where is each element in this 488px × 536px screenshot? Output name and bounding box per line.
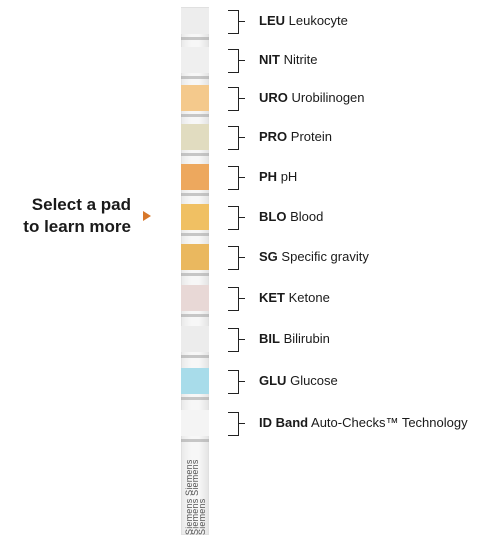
pad-uro[interactable] [181,85,209,111]
select-pad-prompt: Select a pad to learn more [0,194,131,238]
pad-sg[interactable] [181,244,209,270]
pad-name: Ketone [288,290,330,305]
pad-nit[interactable] [181,47,209,73]
pad-ph[interactable] [181,164,209,190]
pad-divider [181,314,209,317]
pad-name: Blood [290,209,324,224]
pad-divider [181,355,209,358]
pad-abbreviation: KET [259,290,285,305]
pad-label-sg[interactable]: SG Specific gravity [259,247,369,267]
pad-pro[interactable] [181,124,209,150]
pad-label-glu[interactable]: GLU Glucose [259,371,338,391]
pad-divider [181,193,209,196]
pad-ket[interactable] [181,285,209,311]
pad-label-ph[interactable]: PH pH [259,167,297,187]
brand-text-col-3: Siemens [197,498,207,535]
pad-label-id-band[interactable]: ID Band Auto-Checks™ Technology [259,413,468,433]
pad-name: Protein [290,129,332,144]
prompt-line-2: to learn more [23,217,131,236]
bracket-icon [228,206,245,230]
pad-abbreviation: LEU [259,13,285,28]
bracket-icon [228,126,245,150]
pad-divider [181,233,209,236]
bracket-icon [228,287,245,311]
bracket-icon [228,166,245,190]
test-strip: Siemens Siemens Siemens Siemens Siemens [181,7,209,535]
pad-divider [181,76,209,79]
pad-label-bil[interactable]: BIL Bilirubin [259,329,330,349]
bracket-icon [228,328,245,352]
bracket-icon [228,246,245,270]
pad-label-pro[interactable]: PRO Protein [259,127,332,147]
pad-label-ket[interactable]: KET Ketone [259,288,330,308]
pad-abbreviation: PH [259,169,278,184]
bracket-icon [228,49,245,73]
strip-brand-imprint: Siemens Siemens Siemens Siemens Siemens [181,443,209,535]
pad-divider [181,37,209,40]
pad-abbreviation: BIL [259,331,280,346]
pad-abbreviation: GLU [259,373,287,388]
pad-divider [181,114,209,117]
pad-bil[interactable] [181,326,209,352]
pad-abbreviation: PRO [259,129,288,144]
pad-divider [181,273,209,276]
prompt-line-1: Select a pad [31,195,131,214]
pad-name: Nitrite [283,52,318,67]
pad-abbreviation: ID Band [259,415,309,430]
pad-divider [181,153,209,156]
bracket-icon [228,370,245,394]
arrow-right-icon [143,211,151,221]
pad-abbreviation: NIT [259,52,280,67]
pad-glu[interactable] [181,368,209,394]
pad-blo[interactable] [181,204,209,230]
pad-name: pH [280,169,298,184]
pad-label-blo[interactable]: BLO Blood [259,207,323,227]
pad-name: Urobilinogen [291,90,365,105]
pad-divider [181,439,209,442]
pad-leu[interactable] [181,8,209,34]
pad-abbreviation: SG [259,249,278,264]
pad-name: Bilirubin [283,331,330,346]
pad-abbreviation: URO [259,90,288,105]
pad-name: Leukocyte [288,13,348,28]
pad-id-band[interactable] [181,410,209,436]
bracket-icon [228,412,245,436]
pad-divider [181,397,209,400]
pad-label-leu[interactable]: LEU Leukocyte [259,11,348,31]
pad-name: Specific gravity [281,249,369,264]
pad-name: Auto-Checks™ Technology [311,415,468,430]
bracket-icon [228,87,245,111]
pad-name: Glucose [290,373,338,388]
pad-label-nit[interactable]: NIT Nitrite [259,50,318,70]
bracket-icon [228,10,245,34]
pad-label-uro[interactable]: URO Urobilinogen [259,88,365,108]
pad-abbreviation: BLO [259,209,287,224]
